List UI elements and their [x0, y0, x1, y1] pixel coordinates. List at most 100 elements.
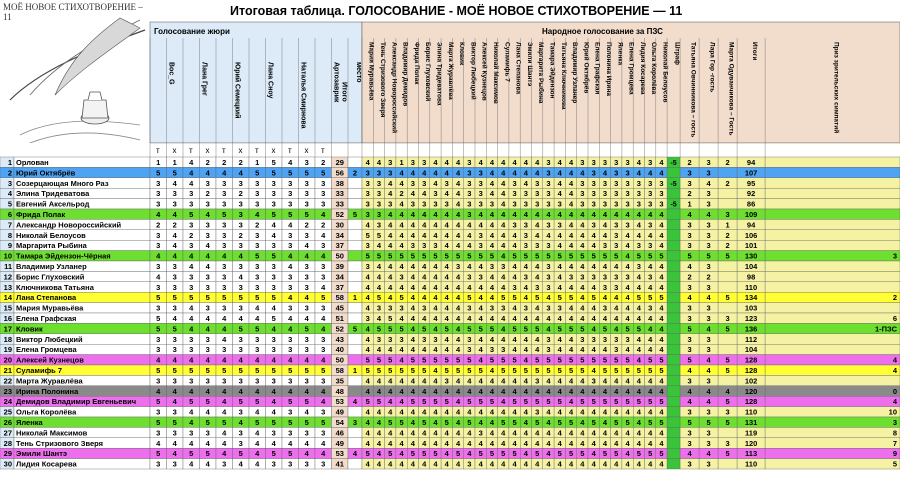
participant-name: Виктор Любецкий: [16, 335, 83, 344]
people-score: 4: [456, 200, 461, 209]
jury-score: 3: [305, 304, 309, 313]
jury-score: 3: [305, 158, 309, 167]
jury-score: 4: [206, 356, 211, 365]
jury-score: 3: [288, 345, 292, 354]
total-value: 95: [747, 179, 755, 188]
people-score: 3: [592, 272, 596, 281]
place-value: 4: [353, 397, 358, 406]
people-score: 5: [535, 324, 539, 333]
jury-score: 4: [305, 387, 310, 396]
people-col-header: Николай Максимов: [492, 42, 500, 104]
people-score: 5: [479, 366, 483, 375]
people-score: 4: [614, 293, 619, 302]
prize-value: 0: [893, 387, 897, 396]
jury-score: 3: [173, 345, 177, 354]
people-score: 3: [614, 158, 618, 167]
people-score: 3: [648, 158, 652, 167]
jury-score: 3: [272, 200, 276, 209]
jury-score: 3: [206, 283, 210, 292]
people-score: 5: [377, 231, 381, 240]
people-score: 4: [479, 293, 484, 302]
people-score: 4: [366, 283, 371, 292]
people-score: 4: [592, 345, 597, 354]
people-score: 5: [388, 449, 392, 458]
people-score: 3: [592, 376, 596, 385]
jury-score: 2: [222, 158, 226, 167]
prize-cell: [764, 302, 900, 314]
people-score: 3: [366, 189, 370, 198]
row-number: 10: [4, 252, 12, 261]
people-col-header: Тень Стризового Зверя: [379, 42, 386, 118]
jury-score: 4: [288, 262, 293, 271]
jury-score: 3: [173, 460, 177, 469]
people-score: 5: [479, 252, 483, 261]
jury-score: 4: [321, 314, 326, 323]
people-score: 3: [433, 335, 437, 344]
jury-score: 4: [321, 324, 326, 333]
people-score: 5: [399, 366, 403, 375]
jury-score: 52: [336, 210, 344, 219]
jury-score: 3: [173, 304, 177, 313]
participant-name: Яленка: [16, 418, 44, 427]
jury-score: 38: [336, 179, 344, 188]
people-score: 5: [366, 356, 370, 365]
jury-score: 58: [336, 293, 344, 302]
people-score: 4: [580, 293, 585, 302]
people-score: 3: [592, 189, 596, 198]
prize-value: 6: [893, 314, 897, 323]
people-score: 4: [411, 272, 416, 281]
place-cell: [347, 281, 363, 293]
guest-score: 2: [726, 231, 730, 240]
people-score: 4: [445, 304, 450, 313]
people-score: 4: [558, 231, 563, 240]
jury-score: 3: [288, 231, 292, 240]
people-score: 5: [648, 366, 652, 375]
people-score: 5: [580, 366, 584, 375]
people-score: 5: [535, 449, 539, 458]
jury-score: 3: [206, 335, 210, 344]
fine-cell: [666, 187, 681, 199]
guest-score: 3: [707, 189, 711, 198]
people-col-header: Александр Новороссийский: [390, 42, 398, 133]
participant-name: Елена Громцева: [16, 345, 77, 354]
people-score: 4: [433, 220, 438, 229]
people-score: 5: [445, 418, 449, 427]
people-score: 4: [659, 220, 664, 229]
jury-score: 5: [305, 324, 309, 333]
jury-score: 5: [189, 293, 193, 302]
people-score: 4: [524, 283, 529, 292]
jury-score: 3: [173, 376, 177, 385]
people-score: 5: [614, 356, 618, 365]
people-score: 3: [524, 189, 528, 198]
jury-score: 3: [156, 335, 160, 344]
people-score: 4: [580, 168, 585, 177]
jury-score: 3: [255, 200, 259, 209]
people-score: 4: [625, 262, 630, 271]
people-score: 5: [603, 366, 607, 375]
people-score: 4: [411, 376, 416, 385]
people-score: 4: [592, 210, 597, 219]
people-score: 5: [535, 397, 539, 406]
jury-score: 4: [206, 210, 211, 219]
place-cell: [347, 229, 363, 241]
guest-score: 5: [726, 366, 730, 375]
guest-score: 4: [707, 210, 712, 219]
jury-score: 49: [336, 408, 344, 417]
jury-score: 4: [206, 314, 211, 323]
people-score: 5: [648, 418, 652, 427]
jury-score: 34: [336, 272, 345, 281]
prize-cell: [764, 229, 900, 241]
guest-score: 3: [707, 314, 711, 323]
guest-score: 1: [726, 220, 730, 229]
people-score: 4: [512, 262, 517, 271]
people-score: 4: [366, 324, 371, 333]
place-cell: [347, 250, 363, 262]
people-score: 4: [558, 335, 563, 344]
people-col-header: Лара Гор -гость: [709, 42, 716, 92]
people-score: 3: [467, 168, 471, 177]
row-number: 2: [8, 168, 12, 177]
fine-cell: [666, 260, 681, 272]
guest-cell: [717, 198, 738, 210]
jury-score: 4: [189, 168, 194, 177]
jury-score: 3: [156, 179, 160, 188]
